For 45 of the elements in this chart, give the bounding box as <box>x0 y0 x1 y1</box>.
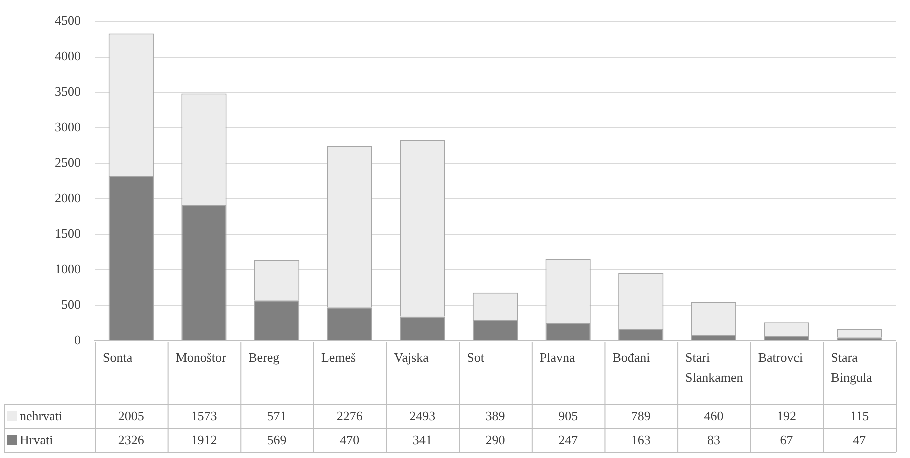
x-tick-label: Plavna <box>540 350 576 365</box>
data-label: 290 <box>486 432 506 448</box>
data-label: 789 <box>631 408 651 424</box>
data-label: 83 <box>707 432 720 448</box>
x-tick-label: Monoštor <box>176 350 228 365</box>
x-tick-label: Bođani <box>612 350 651 365</box>
y-tick-label: 3000 <box>55 120 81 135</box>
data-label: 1573 <box>191 408 218 424</box>
data-label: 67 <box>780 432 794 448</box>
x-tick-label: Batrovci <box>758 350 804 365</box>
y-tick-label: 500 <box>62 296 81 312</box>
y-tick-label: 2500 <box>55 155 81 170</box>
y-tick-label: 0 <box>74 332 81 348</box>
data-label: 571 <box>267 408 287 424</box>
data-label: 247 <box>558 432 579 448</box>
legend-label: Hrvati <box>20 432 54 448</box>
legend-label: nehrvati <box>20 408 63 424</box>
data-label: 192 <box>777 408 797 424</box>
data-label: 163 <box>631 432 651 448</box>
y-tick-label: 4500 <box>55 13 81 28</box>
data-label: 2005 <box>118 408 144 424</box>
y-tick-label: 3500 <box>55 84 81 100</box>
x-tick-label: Stara Bingula <box>831 350 873 385</box>
x-tick-label: Stari Slankamen <box>686 350 744 385</box>
data-label: 2276 <box>336 408 364 424</box>
y-tick-label: 1000 <box>55 261 81 276</box>
x-tick-label: Sot <box>467 350 485 365</box>
data-label: 460 <box>704 408 724 424</box>
data-label: 2493 <box>410 408 436 424</box>
x-tick-label: Vajska <box>394 350 430 365</box>
y-tick-label: 2000 <box>55 190 81 206</box>
data-label: 1912 <box>191 432 218 448</box>
data-label: 389 <box>486 408 506 424</box>
data-label: 470 <box>340 432 360 448</box>
data-label: 341 <box>412 432 432 448</box>
x-tick-label: Lemeš <box>321 350 356 365</box>
y-tick-label: 4000 <box>55 48 81 64</box>
data-label: 115 <box>850 408 870 424</box>
data-label: 47 <box>853 432 867 448</box>
data-label: 2326 <box>118 432 145 448</box>
data-label: 905 <box>558 408 578 424</box>
x-tick-label: Bereg <box>248 350 280 365</box>
y-tick-label: 1500 <box>55 226 81 242</box>
x-tick-label: Sonta <box>103 350 133 365</box>
data-label: 569 <box>267 432 287 448</box>
